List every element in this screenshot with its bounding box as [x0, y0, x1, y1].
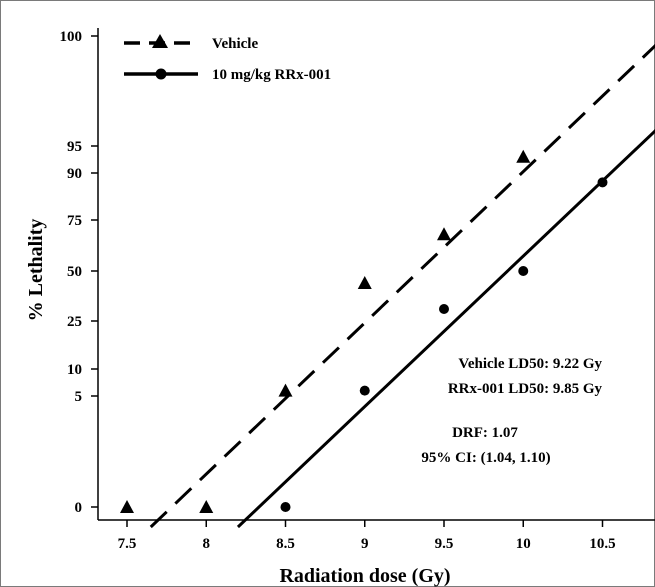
x-tick-label: 9 [361, 536, 369, 552]
point-vehicle [278, 383, 293, 397]
legend-label-vehicle: Vehicle [212, 36, 258, 52]
x-tick-label: 10.5 [589, 536, 615, 552]
y-tick-label: 5 [75, 389, 83, 405]
legend: Vehicle 10 mg/kg RRx-001 [124, 34, 331, 83]
y-ticks: 0 5 10 25 50 75 90 95 100 [60, 29, 98, 516]
point-vehicle [357, 276, 372, 289]
point-rrx001 [439, 304, 449, 314]
legend-marker-vehicle [152, 34, 168, 48]
drf-text: DRF: 1.07 [452, 425, 518, 441]
y-tick-label: 100 [60, 29, 83, 45]
fit-lines [149, 43, 655, 529]
data-points [120, 149, 608, 513]
rrx001-ld50-text: RRx-001 LD50: 9.85 Gy [448, 381, 603, 397]
y-tick-label: 95 [67, 139, 82, 155]
y-tick-label: 25 [67, 314, 82, 330]
fit-line-rrx001 [236, 128, 655, 529]
y-tick-label: 90 [67, 166, 82, 182]
x-tick-label: 10 [516, 536, 531, 552]
point-vehicle [516, 149, 531, 163]
x-axis-title: Radiation dose (Gy) [279, 565, 450, 587]
x-tick-label: 7.5 [118, 536, 137, 552]
y-tick-label: 50 [67, 264, 82, 280]
y-axis-title: % Lethality [25, 219, 47, 322]
x-tick-label: 9.5 [435, 536, 454, 552]
y-tick-label: 10 [67, 362, 82, 378]
point-rrx001 [359, 385, 370, 396]
x-tick-label: 8 [203, 536, 211, 552]
point-rrx001 [597, 177, 608, 188]
point-vehicle [437, 227, 451, 241]
ci-text: 95% CI: (1.04, 1.10) [421, 450, 550, 466]
axes [97, 28, 655, 521]
vehicle-ld50-text: Vehicle LD50: 9.22 Gy [458, 356, 602, 372]
legend-label-rrx001: 10 mg/kg RRx-001 [212, 67, 331, 83]
point-vehicle [120, 500, 134, 513]
x-tick-label: 8.5 [276, 536, 295, 552]
point-rrx001 [518, 266, 529, 276]
legend-item-vehicle: Vehicle [124, 34, 258, 52]
y-tick-label: 75 [67, 213, 82, 229]
fit-line-vehicle [149, 43, 655, 529]
legend-item-rrx001: 10 mg/kg RRx-001 [124, 67, 331, 83]
annotations: Vehicle LD50: 9.22 Gy RRx-001 LD50: 9.85… [421, 356, 602, 466]
point-rrx001 [280, 502, 291, 512]
y-tick-label: 0 [75, 500, 83, 516]
legend-marker-rrx001 [155, 68, 167, 80]
point-vehicle [199, 500, 214, 513]
